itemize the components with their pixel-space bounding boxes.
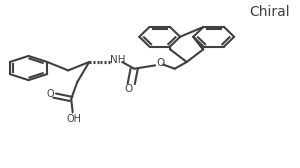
Text: Chiral: Chiral <box>250 5 290 19</box>
Text: O: O <box>156 58 164 68</box>
Text: O: O <box>124 84 132 94</box>
Text: O: O <box>46 89 54 99</box>
Text: OH: OH <box>67 114 82 124</box>
Text: NH: NH <box>110 55 125 65</box>
